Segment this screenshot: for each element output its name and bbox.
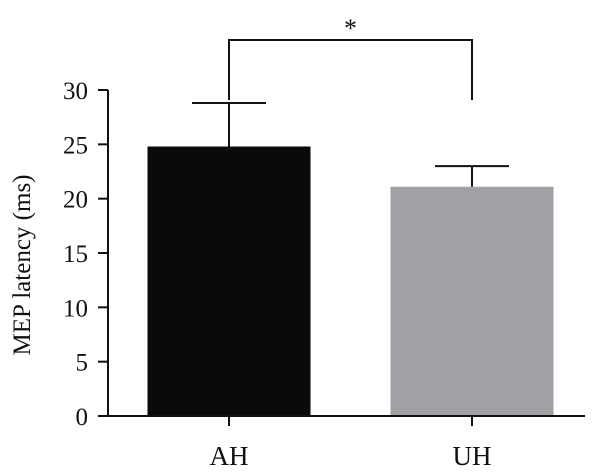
significance-bracket: * [228, 14, 473, 101]
bar-uh [390, 186, 554, 416]
y-tick-label-10: 10 [63, 295, 88, 322]
y-axis-label: MEP latency (ms) [9, 175, 36, 356]
significance-label: * [344, 14, 357, 43]
y-axis: 0 5 10 15 20 25 30 [63, 78, 109, 431]
y-tick-label-30: 30 [63, 78, 88, 105]
y-tick-label-0: 0 [76, 404, 89, 431]
bar-ah [147, 146, 311, 417]
x-tick-label-ah: AH [210, 441, 249, 471]
y-tick-label-20: 20 [63, 187, 88, 214]
significance-bracket-line [228, 39, 473, 101]
y-tick-label-15: 15 [63, 241, 88, 268]
y-tick-label-5: 5 [76, 350, 89, 377]
bars-group [147, 146, 554, 417]
y-tick-label-25: 25 [63, 132, 88, 159]
error-bars-group [192, 102, 509, 187]
x-axis: AH UH [107, 415, 585, 471]
x-tick-label-uh: UH [453, 441, 492, 471]
